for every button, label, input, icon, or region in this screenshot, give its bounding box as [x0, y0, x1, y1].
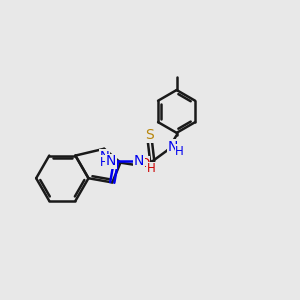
Text: H: H — [175, 145, 184, 158]
Text: N: N — [168, 140, 178, 154]
Text: H: H — [100, 156, 109, 169]
Text: S: S — [146, 128, 154, 142]
Text: N: N — [99, 150, 109, 163]
Text: N: N — [134, 154, 144, 168]
Text: O: O — [139, 157, 149, 170]
Text: H: H — [146, 162, 155, 175]
Text: N: N — [105, 154, 116, 168]
